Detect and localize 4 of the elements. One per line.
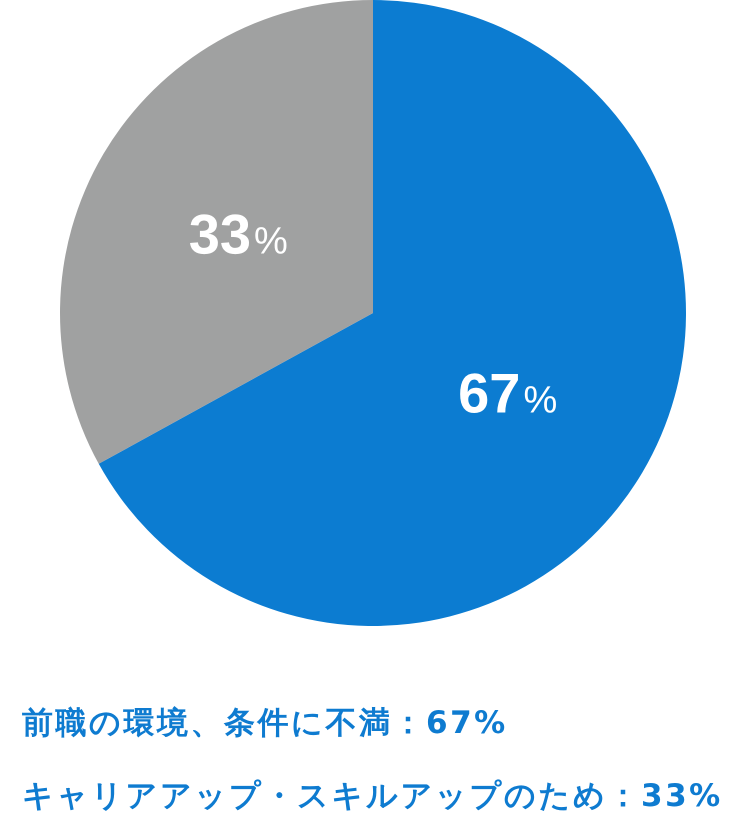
- text: 前職の環境、条件に不満：67%: [22, 705, 508, 741]
- data-label: 67%: [458, 362, 558, 425]
- text: キャリアアップ・スキルアップのため：33%: [22, 778, 723, 814]
- data-label: 33%: [188, 202, 288, 266]
